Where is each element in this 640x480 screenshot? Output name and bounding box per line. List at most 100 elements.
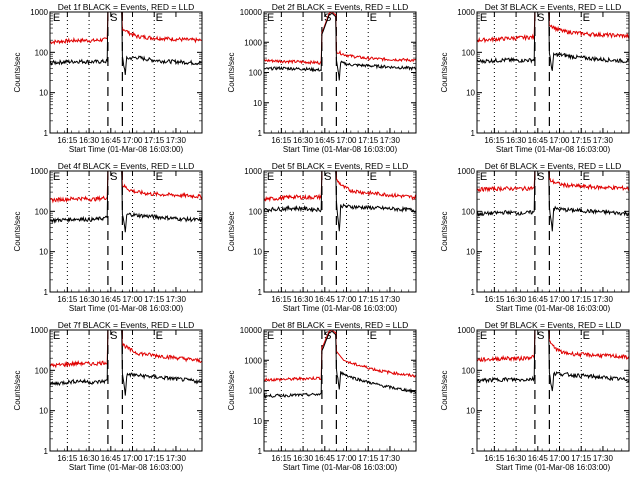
- y-tick-label: 10: [466, 248, 475, 257]
- event-marker-e: E: [583, 330, 590, 342]
- y-tick-label: 1000: [30, 326, 48, 335]
- panel-9: Det 9f BLACK = Events, RED = LLD Counts/s…: [440, 320, 630, 472]
- x-axis-label: Start Time (01-Mar-08 16:03:00): [69, 463, 184, 472]
- y-axis-label: Counts/sec: [13, 52, 22, 92]
- event-marker-e: E: [156, 330, 163, 342]
- x-tick-label: 16:45: [315, 136, 336, 145]
- series-black-line: [477, 330, 629, 392]
- y-tick-label: 100: [462, 207, 476, 216]
- y-tick-label: 1: [258, 129, 263, 138]
- x-tick-label: 17:00: [336, 136, 357, 145]
- y-tick-label: 1000: [30, 167, 48, 176]
- x-tick-label: 16:45: [101, 136, 122, 145]
- event-marker-s: S: [537, 330, 544, 342]
- series-red-line: [50, 12, 202, 46]
- panel-8: Det 8f BLACK = Events, RED = LLD Counts/s…: [227, 320, 417, 472]
- y-tick-label: 1000: [457, 167, 475, 176]
- x-tick-label: 17:00: [549, 454, 570, 463]
- panel-title: Det 7f BLACK = Events, RED = LLD: [58, 320, 195, 330]
- panel-3: Det 3f BLACK = Events, RED = LLD Counts/s…: [440, 2, 630, 154]
- event-marker-e: E: [370, 12, 377, 24]
- series-red-line: [477, 12, 629, 44]
- panel-title: Det 6f BLACK = Events, RED = LLD: [485, 161, 622, 171]
- event-marker-e: E: [53, 12, 60, 24]
- x-tick-label: 16:15: [57, 136, 78, 145]
- panel-1: Det 1f BLACK = Events, RED = LLD Counts/s…: [13, 2, 203, 154]
- series-red-line: [264, 171, 416, 203]
- x-tick-label: 17:30: [593, 295, 614, 304]
- panel-6: Det 6f BLACK = Events, RED = LLD Counts/s…: [440, 161, 630, 313]
- x-tick-label: 16:15: [271, 136, 292, 145]
- x-tick-label: 17:00: [549, 295, 570, 304]
- event-marker-s: S: [537, 171, 544, 183]
- series-red-line: [477, 171, 629, 193]
- y-tick-label: 1000: [30, 8, 48, 17]
- x-tick-label: 16:15: [484, 454, 505, 463]
- x-tick-label: 16:15: [271, 454, 292, 463]
- y-tick-label: 1000: [457, 326, 475, 335]
- plot-frame: [476, 329, 630, 452]
- event-marker-e: E: [370, 330, 377, 342]
- panel-title: Det 4f BLACK = Events, RED = LLD: [58, 161, 195, 171]
- panel-title: Det 8f BLACK = Events, RED = LLD: [272, 320, 409, 330]
- y-tick-label: 1: [44, 288, 49, 297]
- event-marker-e: E: [370, 171, 377, 183]
- series-black-line: [50, 171, 202, 233]
- plot-frame: [263, 329, 417, 452]
- event-marker-e: E: [480, 12, 487, 24]
- event-marker-s: S: [110, 12, 117, 24]
- plot-frame: [476, 170, 630, 293]
- y-axis-label: Counts/sec: [440, 211, 449, 251]
- panel-title: Det 3f BLACK = Events, RED = LLD: [485, 2, 622, 12]
- x-tick-label: 17:30: [380, 136, 401, 145]
- event-marker-e: E: [267, 330, 274, 342]
- y-tick-label: 10: [253, 417, 262, 426]
- y-tick-label: 1: [44, 129, 49, 138]
- panel-2: Det 2f BLACK = Events, RED = LLD Counts/s…: [227, 2, 417, 154]
- y-tick-label: 1: [471, 447, 476, 456]
- panel-title: Det 1f BLACK = Events, RED = LLD: [58, 2, 195, 12]
- series-black-line: [477, 12, 629, 71]
- y-tick-label: 100: [462, 48, 476, 57]
- x-axis-label: Start Time (01-Mar-08 16:03:00): [69, 304, 184, 313]
- event-marker-e: E: [156, 12, 163, 24]
- event-marker-e: E: [583, 171, 590, 183]
- x-tick-label: 16:30: [79, 454, 100, 463]
- plot-frame: [263, 11, 417, 134]
- y-tick-label: 100: [249, 69, 263, 78]
- y-tick-label: 100: [35, 207, 49, 216]
- x-tick-label: 16:45: [528, 136, 549, 145]
- x-tick-label: 16:30: [293, 136, 314, 145]
- y-tick-label: 1000: [244, 38, 262, 47]
- y-tick-label: 10: [39, 407, 48, 416]
- event-marker-e: E: [480, 330, 487, 342]
- y-tick-label: 1: [44, 447, 49, 456]
- x-tick-label: 17:00: [549, 136, 570, 145]
- x-tick-label: 16:30: [293, 454, 314, 463]
- series-red-line: [50, 330, 202, 369]
- x-tick-label: 17:30: [166, 454, 187, 463]
- x-tick-label: 16:30: [506, 136, 527, 145]
- x-axis-label: Start Time (01-Mar-08 16:03:00): [283, 304, 398, 313]
- x-tick-label: 17:00: [122, 295, 143, 304]
- y-tick-label: 10000: [240, 8, 263, 17]
- series-red-line: [477, 330, 629, 363]
- series-black-line: [50, 12, 202, 75]
- event-marker-s: S: [110, 171, 117, 183]
- x-tick-label: 16:15: [484, 136, 505, 145]
- x-tick-label: 17:15: [144, 295, 165, 304]
- x-tick-label: 17:15: [358, 136, 379, 145]
- x-tick-label: 16:30: [506, 295, 527, 304]
- event-marker-e: E: [53, 330, 60, 342]
- event-marker-e: E: [53, 171, 60, 183]
- x-tick-label: 17:00: [122, 454, 143, 463]
- panel-5: Det 5f BLACK = Events, RED = LLD Counts/s…: [227, 161, 417, 313]
- panel-7: Det 7f BLACK = Events, RED = LLD Counts/s…: [13, 320, 203, 472]
- y-tick-label: 10: [466, 89, 475, 98]
- y-tick-label: 100: [249, 207, 263, 216]
- x-tick-label: 17:30: [380, 454, 401, 463]
- y-tick-label: 1000: [457, 8, 475, 17]
- plot-frame: [49, 170, 203, 293]
- x-tick-label: 17:00: [122, 136, 143, 145]
